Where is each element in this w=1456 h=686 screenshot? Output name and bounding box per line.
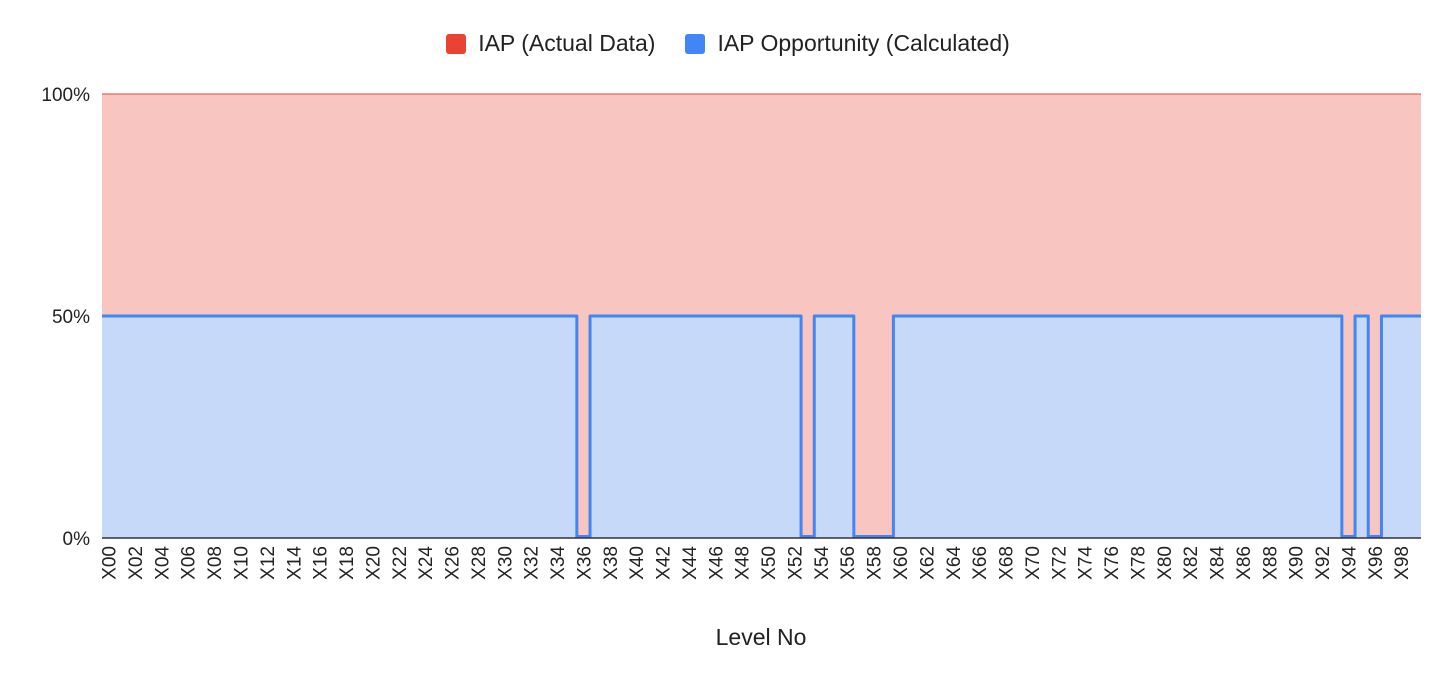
x-tick-label: X28 — [469, 546, 490, 580]
plot-area — [102, 93, 1421, 538]
x-tick-label: X22 — [390, 546, 411, 580]
legend-swatch-opportunity — [685, 33, 706, 54]
x-tick-label: X62 — [917, 546, 938, 580]
x-tick-label: X72 — [1049, 546, 1070, 580]
area-iap-opportunity — [102, 316, 1421, 538]
x-tick-label: X20 — [363, 546, 384, 580]
x-tick-label: X98 — [1392, 546, 1413, 580]
legend-item-actual[interactable]: IAP (Actual Data) — [446, 30, 655, 57]
x-tick-label: X66 — [970, 546, 991, 580]
x-tick-label: X42 — [654, 546, 675, 580]
x-tick-label: X54 — [812, 546, 833, 580]
x-tick-label: X56 — [838, 546, 859, 580]
x-tick-label: X34 — [548, 546, 569, 580]
x-tick-label: X46 — [706, 546, 727, 580]
x-tick-label: X32 — [522, 546, 543, 580]
legend-item-opportunity[interactable]: IAP Opportunity (Calculated) — [685, 30, 1010, 57]
x-tick-label: X26 — [443, 546, 464, 580]
x-tick-label: X68 — [997, 546, 1018, 580]
x-axis: X00 X02 X04 X06 X08 X10 X12 X14 X16 X18 X20 X22 X24 X… — [100, 537, 1421, 580]
x-tick-label: X78 — [1128, 546, 1149, 580]
chart-legend: IAP (Actual Data) IAP Opportunity (Calcu… — [0, 30, 1456, 57]
x-tick-label: X82 — [1181, 546, 1202, 580]
y-tick-label: 100% — [41, 85, 90, 106]
x-tick-label: X06 — [179, 546, 200, 580]
x-tick-label: X96 — [1366, 546, 1387, 580]
x-axis-title: Level No — [716, 624, 807, 650]
x-tick-label: X60 — [891, 546, 912, 580]
x-tick-label: X84 — [1208, 546, 1229, 580]
x-tick-label: X48 — [733, 546, 754, 580]
x-tick-label: X80 — [1155, 546, 1176, 580]
x-tick-label: X38 — [601, 546, 622, 580]
x-tick-label: X74 — [1076, 546, 1097, 580]
y-axis: 0% 50% 100% — [41, 85, 90, 550]
x-tick-label: X70 — [1023, 546, 1044, 580]
x-tick-label: X52 — [785, 546, 806, 580]
legend-label-actual: IAP (Actual Data) — [478, 30, 656, 56]
x-tick-label: X90 — [1287, 546, 1308, 580]
x-tick-label: X08 — [205, 546, 226, 580]
x-tick-label: X36 — [574, 546, 595, 580]
x-tick-label: X18 — [337, 546, 358, 580]
y-tick-label: 50% — [52, 307, 90, 328]
x-tick-label: X16 — [311, 546, 332, 580]
x-tick-label: X76 — [1102, 546, 1123, 580]
x-tick-label: X24 — [416, 546, 437, 580]
x-tick-label: X44 — [680, 546, 701, 580]
x-tick-label: X64 — [944, 546, 965, 580]
x-tick-label: X02 — [126, 546, 147, 580]
x-tick-label: X92 — [1313, 546, 1334, 580]
line-iap-opportunity — [102, 314, 1421, 538]
legend-label-opportunity: IAP Opportunity (Calculated) — [717, 30, 1010, 56]
x-tick-label: X86 — [1234, 546, 1255, 580]
x-tick-label: X58 — [865, 546, 886, 580]
x-tick-label: X88 — [1260, 546, 1281, 580]
legend-swatch-actual — [446, 33, 467, 54]
x-tick-label: X14 — [284, 546, 305, 580]
y-tick-label: 0% — [63, 529, 91, 550]
x-tick-label: X94 — [1339, 546, 1360, 580]
x-tick-label: X40 — [627, 546, 648, 580]
x-tick-label: X12 — [258, 546, 279, 580]
x-tick-label: X00 — [100, 546, 121, 580]
x-tick-label: X04 — [152, 546, 173, 580]
x-tick-label: X10 — [232, 546, 253, 580]
x-tick-label: X50 — [759, 546, 780, 580]
x-tick-label: X30 — [495, 546, 516, 580]
